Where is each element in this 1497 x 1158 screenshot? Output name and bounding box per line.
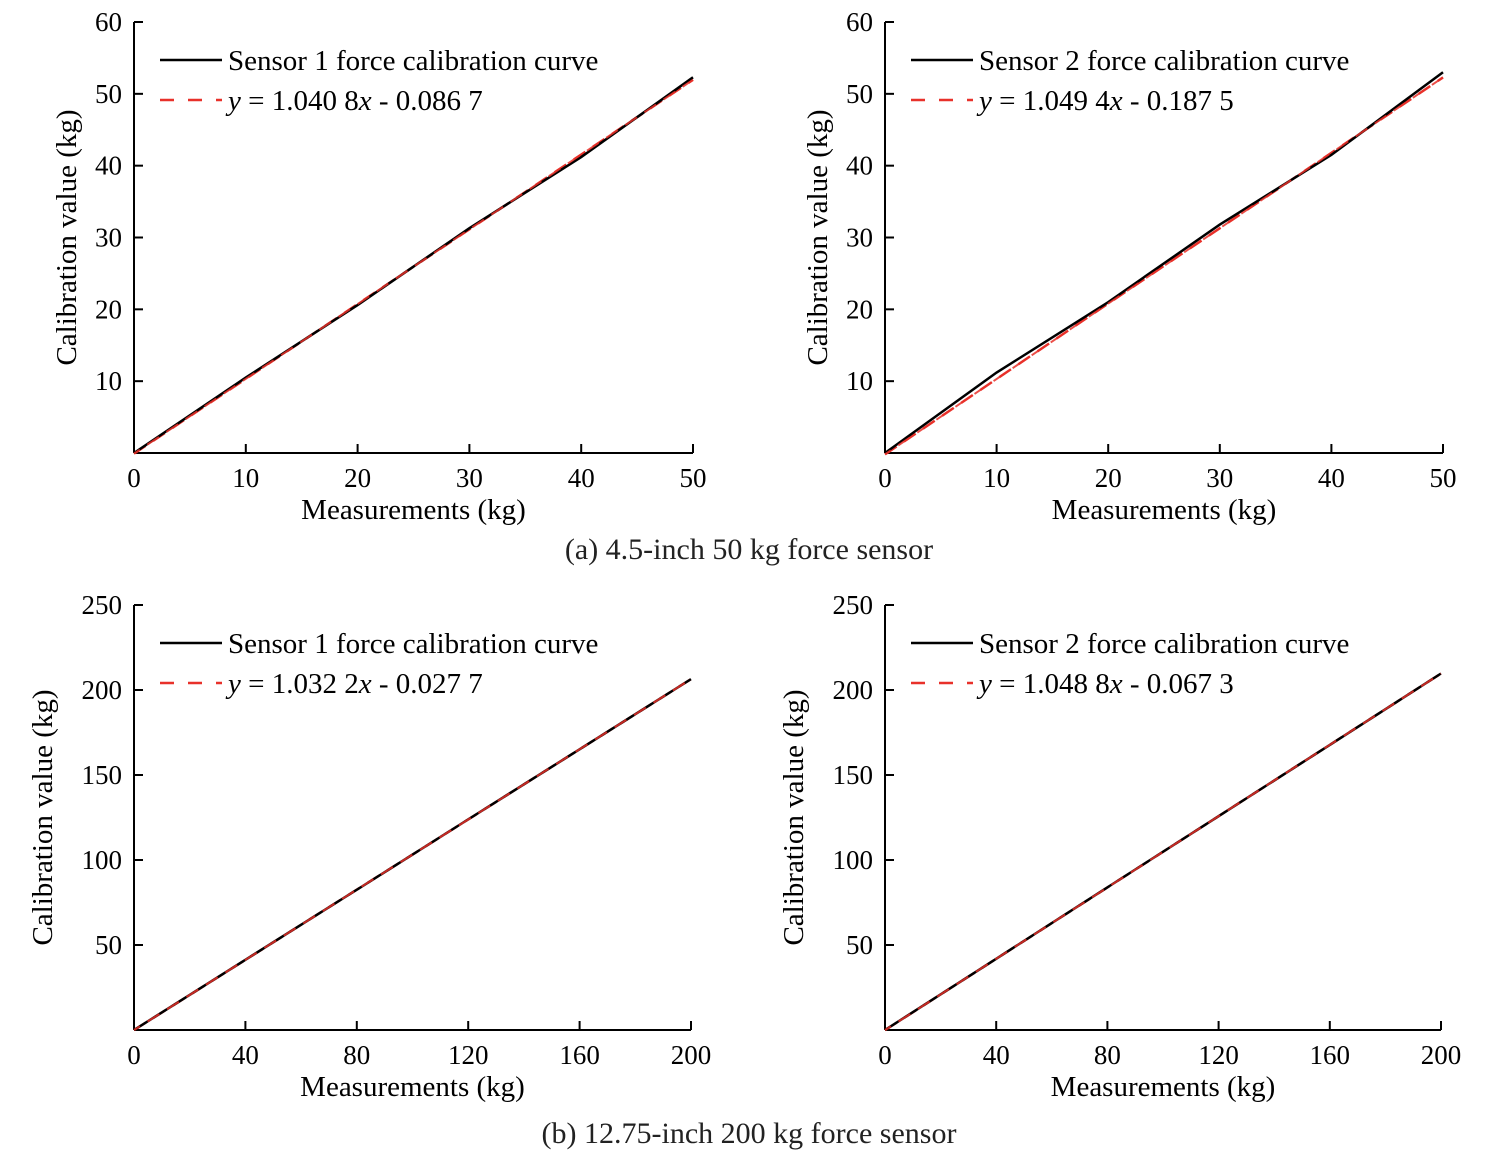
chart-b-sensor2: 0 40 80 120 160 200 50 100 150 200 250 Measurements… [778, 590, 1461, 1103]
x-tick-label: 160 [1310, 1040, 1351, 1070]
y-tick-label: 50 [846, 79, 873, 109]
x-tick-label: 40 [568, 463, 595, 493]
x-tick-label: 80 [1094, 1040, 1121, 1070]
plot-panels: 0 10 20 30 40 50 10 20 30 40 50 60 Measurements (kg)… [27, 7, 1461, 1103]
y-tick-label: 200 [82, 675, 123, 705]
x-tick-label: 160 [559, 1040, 600, 1070]
legend-fit-y: y [225, 85, 241, 117]
x-axis-label: Measurements (kg) [300, 1071, 525, 1103]
x-tick-label: 20 [1095, 463, 1122, 493]
legend-fit-y: y [225, 668, 241, 700]
y-tick-label: 60 [846, 7, 873, 37]
y-tick-label: 10 [95, 366, 122, 396]
fit-line-series [133, 78, 694, 455]
x-axis-label: Measurements (kg) [1051, 1071, 1276, 1103]
y-tick-label: 250 [833, 590, 874, 620]
y-tick-label: 250 [82, 590, 123, 620]
x-tick-label: 200 [1421, 1040, 1462, 1070]
legend-fit-y: y [976, 85, 992, 117]
y-tick-label: 100 [82, 845, 123, 875]
legend-fit-x: x [1109, 85, 1123, 117]
calibration-curve-series [133, 76, 694, 455]
legend-fit-x: x [1109, 668, 1123, 700]
x-tick-label: 200 [671, 1040, 712, 1070]
y-tick-label: 10 [846, 366, 873, 396]
legend-fit-y: y [976, 668, 992, 700]
x-tick-label: 50 [680, 463, 707, 493]
x-tick-label: 80 [343, 1040, 370, 1070]
x-tick-label: 40 [983, 1040, 1010, 1070]
y-tick-label: 150 [833, 760, 874, 790]
y-tick-label: 40 [846, 151, 873, 181]
x-tick-label: 40 [232, 1040, 259, 1070]
x-tick-label: 120 [1198, 1040, 1239, 1070]
legend-fit-label: y = 1.040 8x - 0.086 7 [225, 85, 483, 117]
legend-fit-eq: = 1.032 2 [241, 668, 359, 700]
legend-fit-label: y = 1.048 8x - 0.067 3 [976, 668, 1234, 700]
chart-b-sensor1: 0 40 80 120 160 200 50 100 150 200 250 Measurements… [27, 590, 711, 1103]
x-tick-label: 0 [878, 463, 892, 493]
x-tick-label: 50 [1430, 463, 1457, 493]
legend-fit-x: x [358, 85, 372, 117]
legend-fit-rest: - 0.027 7 [372, 668, 483, 700]
legend-fit-rest: - 0.187 5 [1123, 85, 1234, 117]
y-tick-label: 40 [95, 151, 122, 181]
legend-fit-x: x [358, 668, 372, 700]
x-tick-label: 10 [983, 463, 1010, 493]
fit-line-overlay [884, 76, 1444, 456]
calibration-curve-series [884, 71, 1444, 455]
legend-fit-label: y = 1.032 2x - 0.027 7 [225, 668, 483, 700]
legend-curve-label: Sensor 2 force calibration curve [979, 45, 1349, 77]
y-tick-label: 20 [95, 294, 122, 324]
y-tick-label: 150 [82, 760, 123, 790]
x-tick-label: 120 [448, 1040, 489, 1070]
x-axis-label: Measurements (kg) [301, 494, 526, 526]
y-tick-label: 60 [95, 7, 122, 37]
y-tick-label: 20 [846, 294, 873, 324]
chart-a-sensor1: 0 10 20 30 40 50 10 20 30 40 50 60 Measurements (kg)… [51, 7, 707, 526]
fit-line-overlay [884, 672, 1442, 1031]
x-tick-label: 20 [344, 463, 371, 493]
x-tick-label: 30 [456, 463, 483, 493]
x-tick-label: 0 [127, 1040, 141, 1070]
caption-a: (a) 4.5-inch 50 kg force sensor [565, 533, 933, 566]
calibration-curve-series [884, 672, 1442, 1032]
y-tick-label: 50 [846, 930, 873, 960]
legend-curve-label: Sensor 1 force calibration curve [228, 628, 598, 660]
x-tick-label: 0 [127, 463, 141, 493]
y-axis-label: Calibration value (kg) [51, 109, 83, 365]
fit-line-overlay [133, 78, 694, 455]
y-tick-label: 50 [95, 79, 122, 109]
x-tick-label: 40 [1318, 463, 1345, 493]
y-tick-label: 30 [95, 223, 122, 253]
y-tick-label: 100 [833, 845, 874, 875]
legend-curve-label: Sensor 2 force calibration curve [979, 628, 1349, 660]
legend-fit-rest: - 0.067 3 [1123, 668, 1234, 700]
caption-b: (b) 12.75-inch 200 kg force sensor [542, 1117, 957, 1150]
legend-curve-label: Sensor 1 force calibration curve [228, 45, 598, 77]
chart-a-sensor2: 0 10 20 30 40 50 10 20 30 40 50 60 Measurements (kg)… [802, 7, 1457, 526]
x-tick-label: 0 [878, 1040, 892, 1070]
legend-fit-eq: = 1.040 8 [241, 85, 359, 117]
y-axis-label: Calibration value (kg) [778, 689, 810, 945]
legend-fit-label: y = 1.049 4x - 0.187 5 [976, 85, 1234, 117]
legend-fit-eq: = 1.048 8 [992, 668, 1110, 700]
x-tick-label: 10 [232, 463, 259, 493]
legend-fit-eq: = 1.049 4 [992, 85, 1110, 117]
y-tick-label: 50 [95, 930, 122, 960]
x-tick-label: 30 [1206, 463, 1233, 493]
y-axis-label: Calibration value (kg) [802, 109, 834, 365]
legend-fit-rest: - 0.086 7 [372, 85, 483, 117]
x-axis-label: Measurements (kg) [1052, 494, 1277, 526]
y-tick-label: 200 [833, 675, 874, 705]
y-axis-label: Calibration value (kg) [27, 689, 59, 945]
fit-line-overlay [133, 678, 692, 1031]
y-tick-label: 30 [846, 223, 873, 253]
